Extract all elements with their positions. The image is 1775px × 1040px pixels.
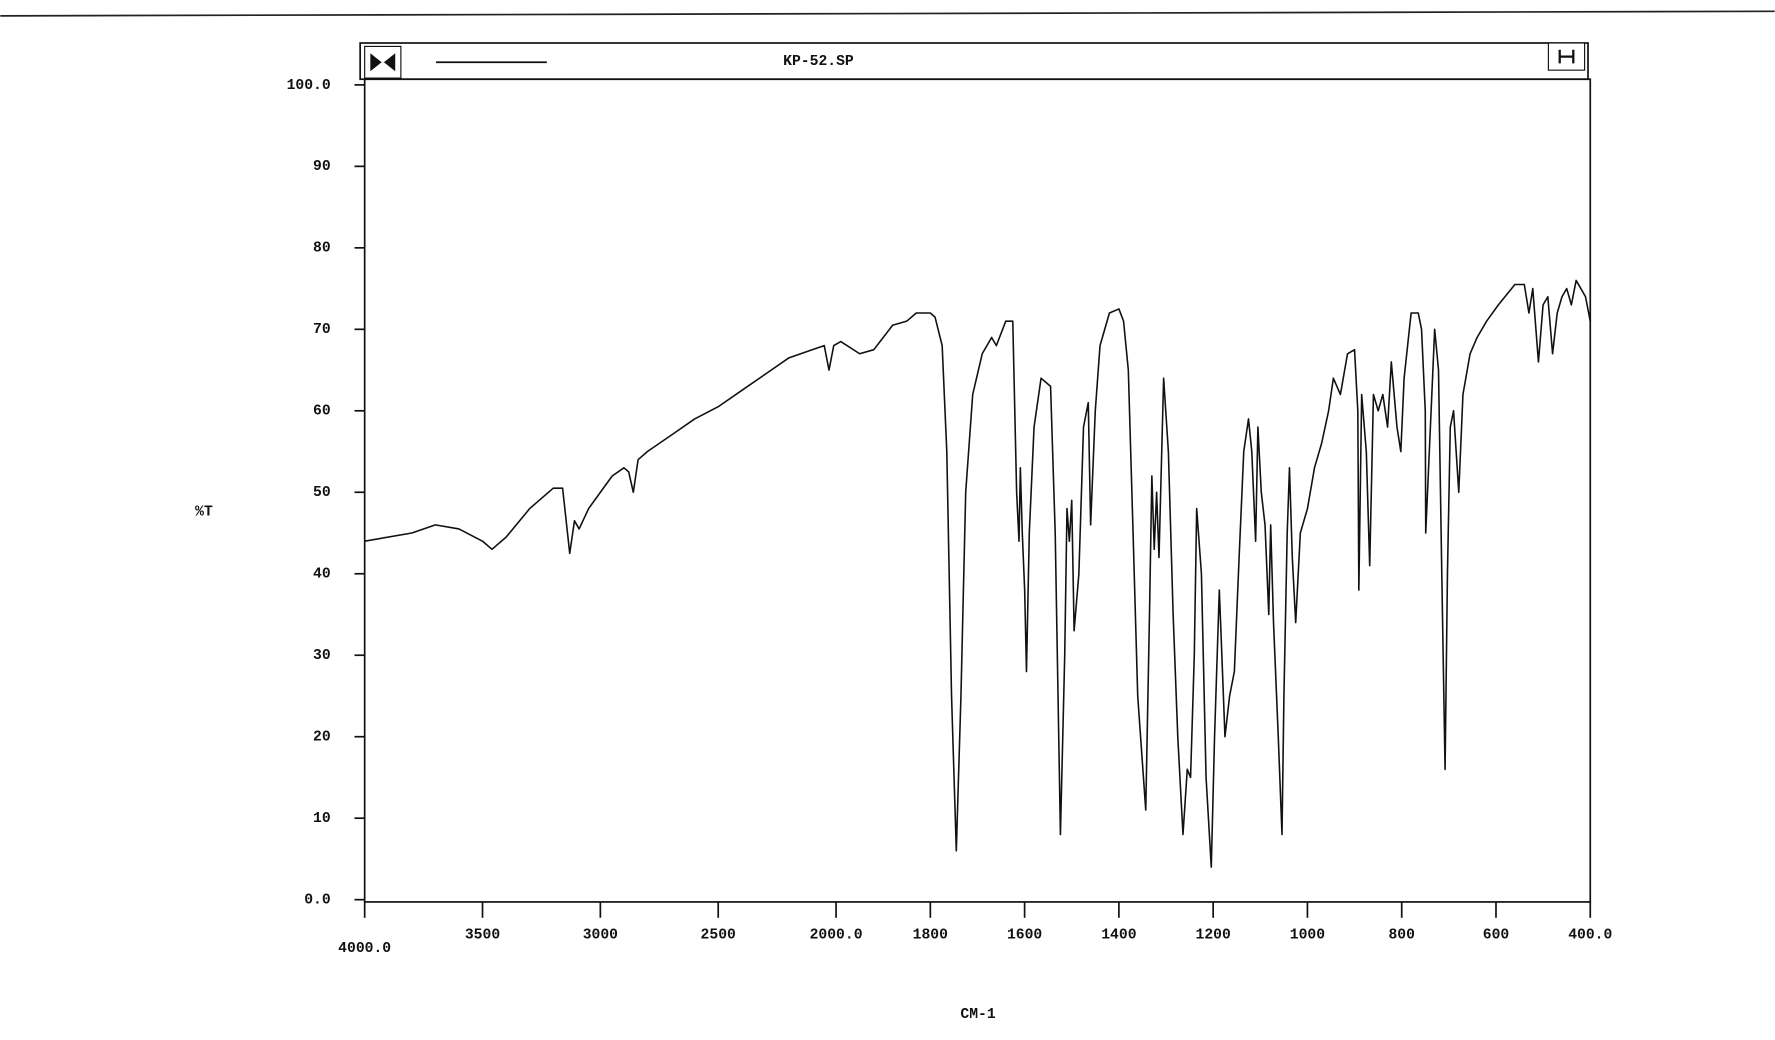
y-tick-label: 60: [313, 404, 331, 420]
x-tick-label: 800: [1388, 928, 1414, 944]
plot-frame: [363, 78, 1592, 903]
y-tick-label: 40: [313, 567, 331, 583]
y-tick-label: 70: [313, 322, 331, 338]
x-tick-label: 400.0: [1568, 928, 1612, 944]
y-tick-label: 80: [313, 241, 331, 257]
x-tick-label: 3500: [465, 928, 500, 944]
y-tick-label: 100.0: [287, 78, 331, 94]
x-tick-label: 1800: [913, 928, 948, 944]
icon-shape: [1558, 49, 1575, 64]
x-axis-label: CM-1: [960, 1007, 995, 1023]
y-tick-label: 30: [313, 648, 331, 664]
y-tick-label: 20: [313, 730, 331, 746]
y-axis-label: %T: [195, 504, 213, 520]
header-icon-left: [364, 45, 402, 79]
scan-edge: [0, 10, 1775, 17]
x-tick-label: 2000.0: [810, 928, 863, 944]
icon-shape: [370, 53, 396, 72]
y-tick-label: 10: [313, 811, 331, 827]
x-tick-label: 1400: [1101, 928, 1136, 944]
x-tick-label: 600: [1483, 928, 1509, 944]
header-bar: [359, 42, 1589, 81]
x-tick-label: 1000: [1290, 928, 1325, 944]
x-tick-label: 4000.0: [338, 941, 391, 957]
spectrum-line: [364, 279, 1592, 868]
x-tick-label: 1200: [1196, 928, 1231, 944]
y-tick-label: 50: [313, 485, 331, 501]
x-tick-label: 2500: [701, 928, 736, 944]
chart-title: KP-52.SP: [783, 54, 854, 70]
y-tick-label: 0.0: [304, 893, 330, 909]
x-tick-label: 3000: [583, 928, 618, 944]
x-tick-label: 1600: [1007, 928, 1042, 944]
y-tick-label: 90: [313, 159, 331, 175]
